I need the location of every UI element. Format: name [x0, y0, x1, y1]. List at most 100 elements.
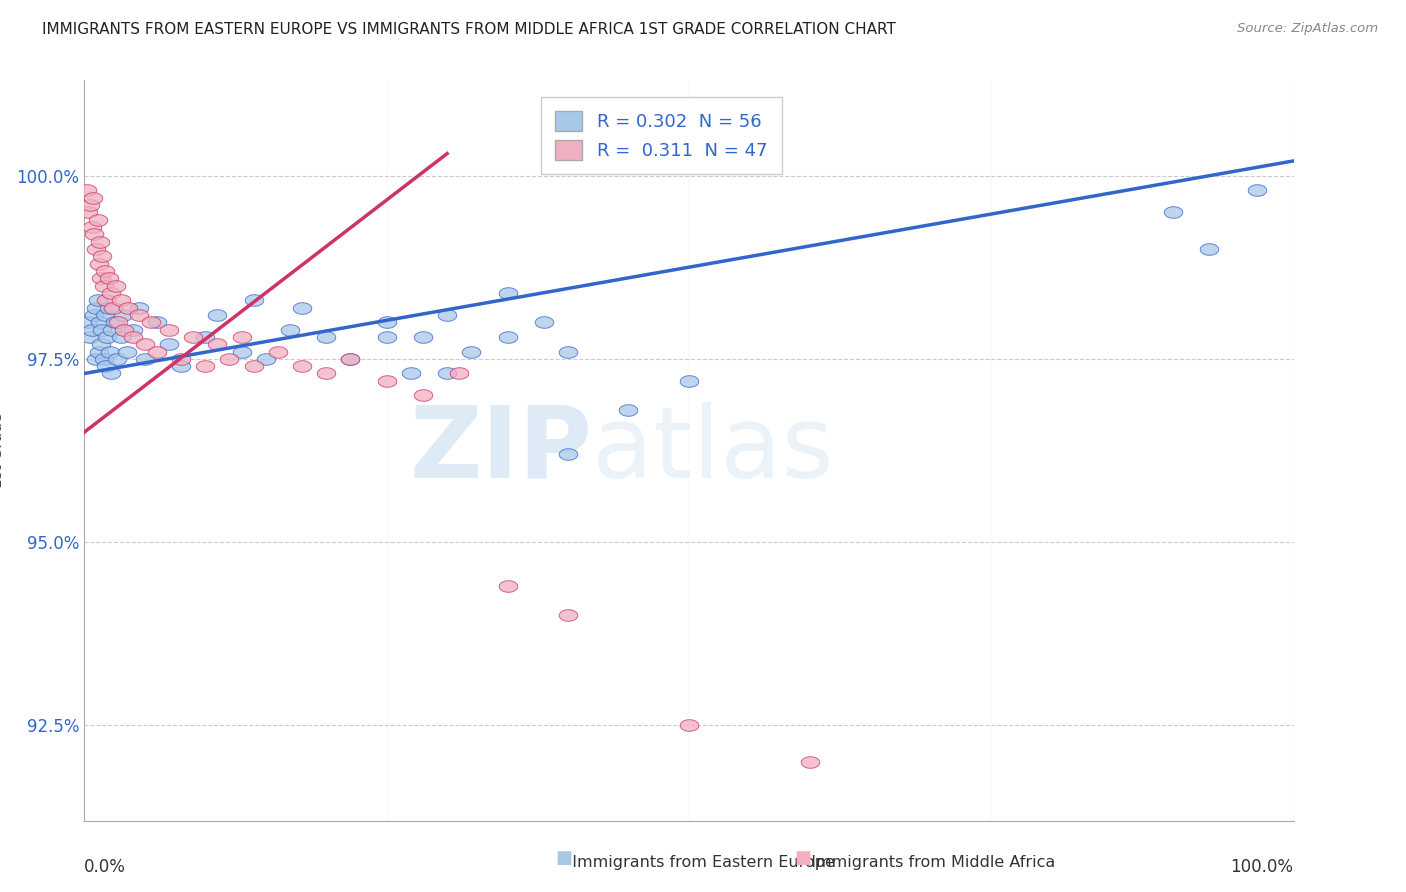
Point — [496, 579, 519, 593]
Point — [207, 308, 229, 322]
Point — [87, 256, 110, 270]
Point — [231, 330, 253, 344]
Point — [97, 271, 120, 285]
Point — [291, 301, 314, 315]
Point — [93, 278, 115, 293]
Point — [1198, 242, 1220, 256]
Point — [617, 403, 640, 417]
Text: Source: ZipAtlas.com: Source: ZipAtlas.com — [1237, 22, 1378, 36]
Point — [86, 301, 108, 315]
Point — [194, 359, 217, 373]
Text: Immigrants from Middle Africa: Immigrants from Middle Africa — [801, 855, 1056, 870]
Point — [157, 322, 180, 336]
Point — [278, 322, 301, 336]
Point — [1246, 183, 1268, 197]
Point — [94, 308, 117, 322]
Point — [496, 330, 519, 344]
Point — [91, 249, 114, 263]
Point — [799, 755, 821, 769]
Point — [412, 388, 434, 402]
Point — [678, 718, 700, 732]
Point — [339, 351, 361, 366]
Point — [91, 322, 114, 336]
Text: ■: ■ — [555, 849, 572, 867]
Point — [77, 205, 100, 219]
Point — [254, 351, 277, 366]
Point — [82, 190, 104, 204]
Point — [267, 344, 290, 359]
Point — [449, 367, 471, 381]
Point — [87, 344, 110, 359]
Point — [90, 271, 112, 285]
Point — [194, 330, 217, 344]
Point — [110, 293, 132, 308]
Point — [134, 351, 156, 366]
Point — [86, 212, 108, 227]
Point — [375, 374, 398, 388]
Y-axis label: 1st Grade: 1st Grade — [0, 413, 6, 488]
Point — [77, 315, 100, 329]
Point — [79, 330, 101, 344]
Point — [170, 351, 193, 366]
Point — [1161, 205, 1184, 219]
Point — [146, 315, 169, 329]
Point — [139, 315, 162, 329]
Point — [90, 337, 112, 351]
Point — [93, 351, 115, 366]
Text: ZIP: ZIP — [409, 402, 592, 499]
Point — [231, 344, 253, 359]
Point — [104, 278, 127, 293]
Point — [291, 359, 314, 373]
Point — [375, 330, 398, 344]
Point — [79, 198, 101, 212]
Point — [557, 608, 579, 623]
Point — [98, 344, 121, 359]
Point — [557, 447, 579, 461]
Point — [436, 367, 458, 381]
Point — [83, 308, 105, 322]
Point — [496, 285, 519, 300]
Point — [412, 330, 434, 344]
Point — [100, 285, 122, 300]
Point — [121, 330, 143, 344]
Point — [128, 301, 150, 315]
Point — [339, 351, 361, 366]
Point — [121, 322, 143, 336]
Point — [134, 337, 156, 351]
Point — [80, 322, 103, 336]
Point — [86, 293, 108, 308]
Text: 100.0%: 100.0% — [1230, 858, 1294, 876]
Point — [96, 330, 118, 344]
Text: ■: ■ — [794, 849, 811, 867]
Point — [100, 367, 122, 381]
Point — [103, 301, 125, 315]
Point — [86, 351, 108, 366]
Point — [170, 359, 193, 373]
Legend: R = 0.302  N = 56, R =  0.311  N = 47: R = 0.302 N = 56, R = 0.311 N = 47 — [541, 96, 782, 175]
Point — [399, 367, 422, 381]
Point — [242, 359, 264, 373]
Point — [86, 242, 108, 256]
Point — [460, 344, 482, 359]
Point — [107, 315, 129, 329]
Point — [104, 315, 127, 329]
Point — [218, 351, 240, 366]
Text: 0.0%: 0.0% — [84, 858, 127, 876]
Point — [436, 308, 458, 322]
Point — [315, 367, 337, 381]
Point — [112, 322, 135, 336]
Point — [94, 264, 117, 278]
Text: Immigrants from Eastern Europe: Immigrants from Eastern Europe — [562, 855, 835, 870]
Point — [94, 359, 117, 373]
Point — [375, 315, 398, 329]
Point — [76, 183, 98, 197]
Point — [242, 293, 264, 308]
Point — [97, 301, 120, 315]
Point — [89, 235, 111, 249]
Point — [101, 322, 124, 336]
Point — [110, 330, 132, 344]
Point — [181, 330, 204, 344]
Point — [115, 344, 138, 359]
Point — [533, 315, 555, 329]
Point — [557, 344, 579, 359]
